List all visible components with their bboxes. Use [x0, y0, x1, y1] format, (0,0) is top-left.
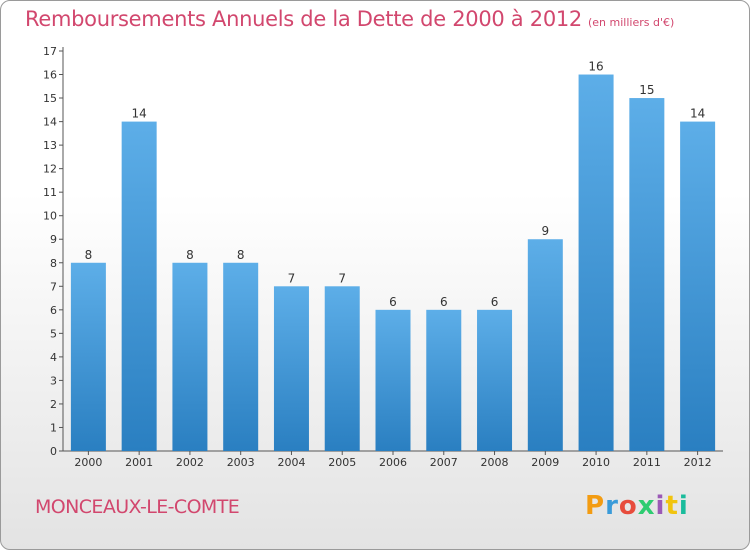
data-label-2008: 6	[491, 295, 499, 309]
proxiti-logo[interactable]: Proxiti	[585, 491, 689, 521]
data-label-2005: 7	[338, 271, 346, 285]
bar-2005[interactable]	[324, 286, 360, 451]
bar-2002[interactable]	[172, 262, 208, 451]
title-row: Remboursements Annuels de la Dette de 20…	[25, 7, 674, 31]
bar-2008[interactable]	[477, 309, 513, 451]
y-tick-label: 10	[43, 210, 57, 223]
bar-2009[interactable]	[527, 239, 563, 451]
y-tick-label: 8	[50, 257, 57, 270]
bar-2000[interactable]	[70, 262, 106, 451]
x-tick-label: 2000	[74, 456, 102, 469]
x-tick-label: 2006	[379, 456, 407, 469]
chart-title: Remboursements Annuels de la Dette de 20…	[25, 7, 582, 31]
data-label-2004: 7	[288, 271, 296, 285]
x-tick-label: 2004	[277, 456, 305, 469]
bars	[70, 74, 716, 452]
bar-2011[interactable]	[629, 98, 665, 451]
y-tick-label: 12	[43, 163, 57, 176]
x-tick-label: 2009	[531, 456, 559, 469]
data-label-2011: 15	[639, 83, 654, 97]
x-tick-label: 2012	[684, 456, 712, 469]
bar-2004[interactable]	[273, 286, 309, 451]
x-tick-label: 2003	[227, 456, 255, 469]
logo-letter: i	[655, 491, 666, 521]
logo-letter: P	[585, 491, 606, 521]
x-tick-label: 2007	[430, 456, 458, 469]
bar-2001[interactable]	[121, 121, 157, 452]
x-tick-label: 2002	[176, 456, 204, 469]
y-tick-label: 11	[43, 186, 57, 199]
logo-letter: i	[678, 491, 689, 521]
x-axis: 2000 2001 2002 2003 2004 2005 2006 2007 2008 2009…	[63, 450, 723, 469]
x-tick-label: 2010	[582, 456, 610, 469]
bar-2007[interactable]	[426, 309, 462, 451]
y-tick-label: 6	[50, 304, 57, 317]
data-label-2012: 14	[690, 107, 705, 121]
y-tick-label: 15	[43, 92, 57, 105]
y-tick-label: 0	[50, 445, 57, 458]
y-tick-label: 2	[50, 398, 57, 411]
y-tick-label: 3	[50, 374, 57, 387]
logo-letter: x	[637, 491, 656, 521]
data-label-2006: 6	[389, 295, 397, 309]
logo-letter: o	[618, 491, 638, 521]
y-tick-label: 9	[50, 233, 57, 246]
x-tick-label: 2011	[633, 456, 661, 469]
y-tick-label: 17	[43, 45, 57, 58]
bar-2010[interactable]	[578, 74, 614, 451]
data-label-2003: 8	[237, 248, 245, 262]
x-tick-label: 2001	[125, 456, 153, 469]
logo-letter: r	[605, 491, 619, 521]
y-tick-label: 13	[43, 139, 57, 152]
y-tick-label: 4	[50, 351, 57, 364]
y-tick-label: 16	[43, 69, 57, 82]
bar-2012[interactable]	[680, 121, 716, 452]
data-label-2010: 16	[588, 60, 603, 74]
bar-2003[interactable]	[223, 262, 259, 451]
y-tick-label: 5	[50, 327, 57, 340]
commune-name: MONCEAUX-LE-COMTE	[35, 496, 240, 518]
y-tick-label: 1	[50, 421, 57, 434]
bar-2006[interactable]	[375, 309, 411, 451]
y-tick-label: 7	[50, 280, 57, 293]
data-labels: 8 14 8 8 7 7 6 6 6 9 16 15 14	[85, 60, 706, 309]
data-label-2001: 14	[132, 107, 147, 121]
data-label-2000: 8	[85, 248, 93, 262]
data-label-2007: 6	[440, 295, 448, 309]
logo-letter: t	[665, 491, 679, 521]
chart-unit: (en milliers d'€)	[588, 16, 675, 29]
y-tick-label: 14	[43, 116, 57, 129]
x-tick-label: 2008	[481, 456, 509, 469]
data-label-2002: 8	[186, 248, 194, 262]
data-label-2009: 9	[541, 224, 549, 238]
x-tick-label: 2005	[328, 456, 356, 469]
